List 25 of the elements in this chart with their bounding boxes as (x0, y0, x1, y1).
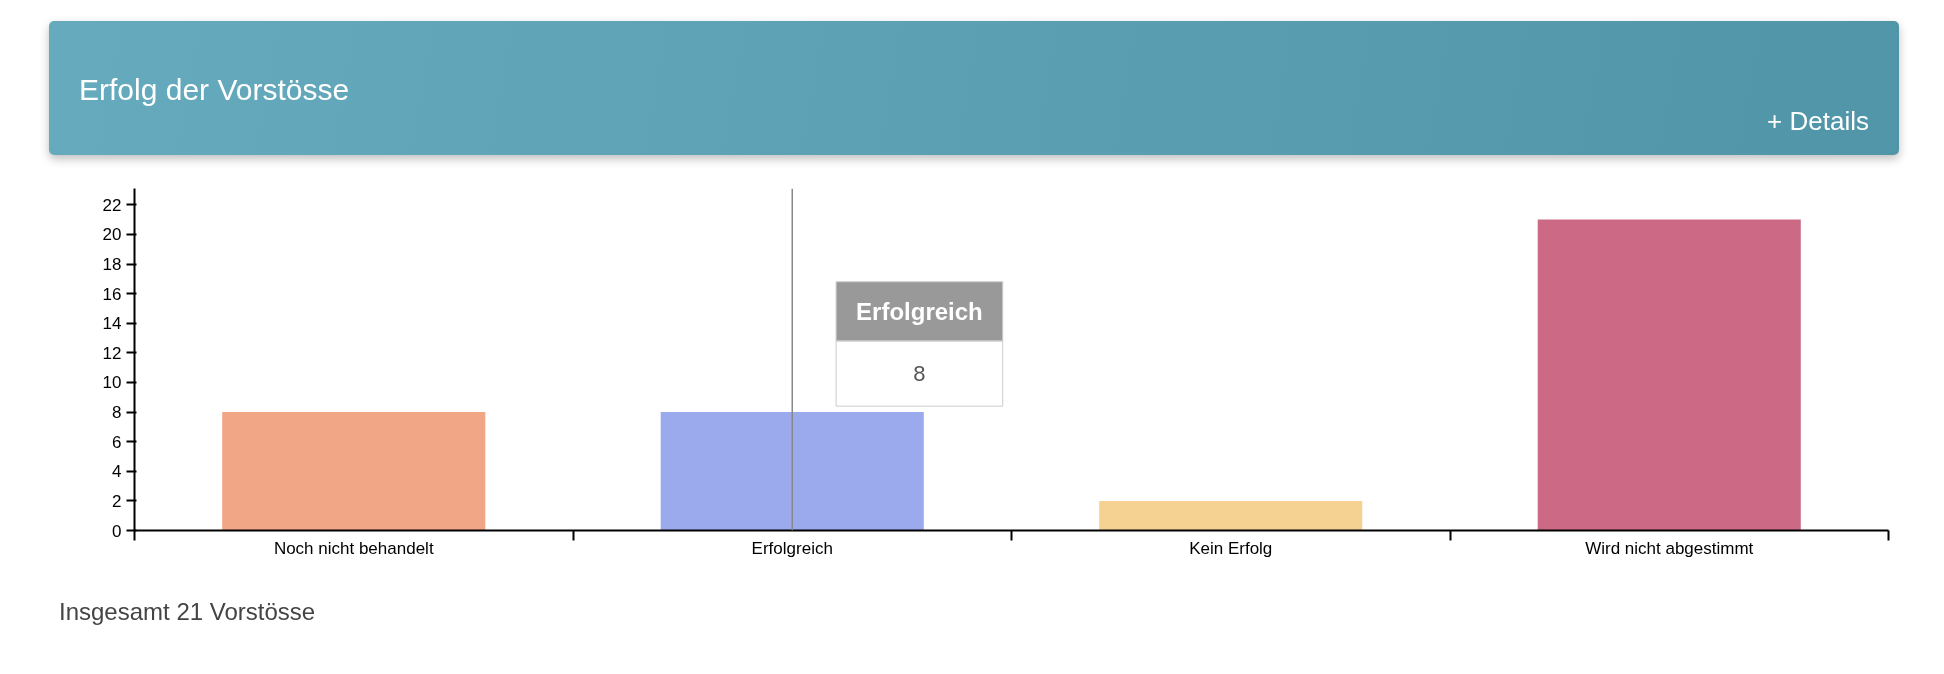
chart-title: Erfolg der Vorstösse (79, 72, 350, 108)
x-tick-label: Noch nicht behandelt (273, 538, 434, 558)
annotation: 8 (913, 361, 926, 387)
bar (660, 412, 924, 531)
y-tick-label: 0 (112, 521, 122, 541)
bar (222, 412, 486, 531)
category-label: Erfolgreich (856, 297, 983, 325)
text: + Details (1767, 105, 1869, 138)
y-tick-label: 12 (102, 343, 122, 363)
bar (1099, 500, 1363, 531)
y-tick-label: 18 (102, 255, 122, 275)
x-tick-label: Wird nicht abgestimmt (1585, 538, 1754, 558)
y-tick-label: 2 (112, 491, 122, 511)
bar (1537, 219, 1801, 531)
y-tick-label: 20 (102, 225, 122, 245)
y-tick-label: 14 (102, 314, 122, 334)
y-tick-label: 6 (112, 432, 122, 452)
y-tick-label: 22 (102, 195, 122, 215)
y-tick-label: 4 (112, 462, 122, 482)
x-tick-label: Erfolgreich (751, 538, 833, 558)
y-tick-label: 10 (102, 373, 122, 393)
y-tick-label: 16 (102, 284, 122, 304)
x-tick-label: Kein Erfolg (1189, 538, 1273, 558)
text: Insgesamt 21 Vorstösse (59, 597, 316, 627)
y-tick-label: 8 (112, 403, 122, 423)
